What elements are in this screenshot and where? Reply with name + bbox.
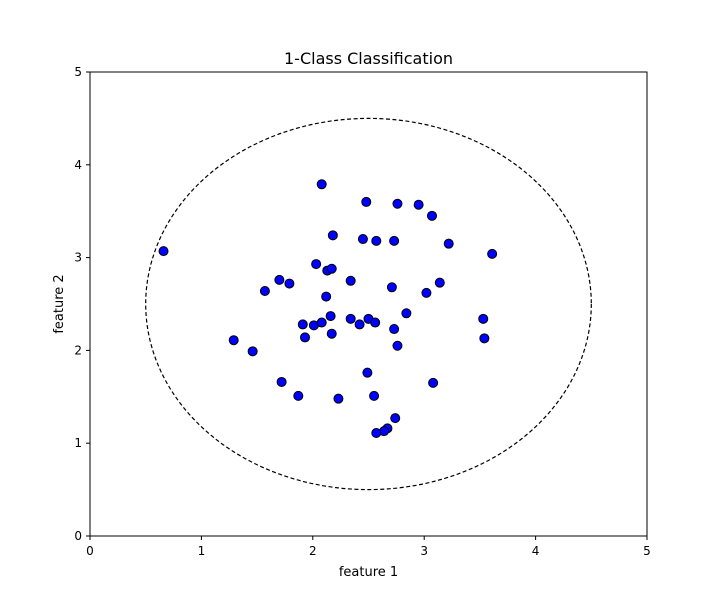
y-tick-label: 3 (74, 251, 82, 265)
data-point (487, 248, 498, 259)
data-point (389, 324, 400, 335)
data-point (316, 317, 327, 328)
data-point (413, 199, 424, 210)
data-point (345, 313, 356, 324)
data-point (300, 332, 311, 343)
data-point (327, 230, 338, 241)
data-point (357, 234, 368, 245)
data-point (428, 377, 439, 388)
x-tick-label: 1 (198, 544, 206, 558)
data-point (297, 319, 308, 330)
data-point (478, 313, 489, 324)
data-point (284, 278, 295, 289)
axes-frame (89, 71, 648, 537)
data-point (321, 291, 332, 302)
data-point (421, 287, 432, 298)
data-point (326, 263, 337, 274)
data-point (316, 179, 327, 190)
data-point (426, 210, 437, 221)
data-point (274, 274, 285, 285)
data-point (479, 333, 490, 344)
data-point (333, 393, 344, 404)
data-point (389, 235, 400, 246)
plot-area (145, 117, 592, 491)
decision-boundary (145, 117, 592, 491)
data-point (354, 319, 365, 330)
y-tick-label: 4 (74, 158, 82, 172)
x-tick-label: 4 (532, 544, 540, 558)
data-point (371, 235, 382, 246)
data-point (293, 390, 304, 401)
x-axis: 0 1 2 3 4 5 (86, 536, 651, 558)
x-tick-label: 5 (643, 544, 651, 558)
x-tick-label: 2 (309, 544, 317, 558)
data-point (326, 328, 337, 339)
y-tick-label: 5 (74, 65, 82, 79)
y-tick-label: 1 (74, 436, 82, 450)
data-point (401, 308, 412, 319)
data-point (443, 238, 454, 249)
data-point (158, 246, 169, 257)
x-tick-label: 3 (420, 544, 428, 558)
data-point (362, 367, 373, 378)
y-axis-label: feature 2 (52, 274, 67, 333)
data-point (371, 427, 382, 438)
y-tick-label: 2 (74, 343, 82, 357)
data-point (370, 317, 381, 328)
data-point (325, 311, 336, 322)
data-point (434, 277, 445, 288)
data-point (228, 335, 239, 346)
data-point (390, 413, 401, 424)
data-point (392, 340, 403, 351)
y-axis: 0 1 2 3 4 5 (74, 65, 90, 543)
x-axis-label: feature 1 (339, 565, 398, 580)
data-point (361, 196, 372, 207)
y-tick-label: 0 (74, 529, 82, 543)
data-point (311, 259, 322, 270)
data-point (392, 198, 403, 209)
data-point (276, 376, 287, 387)
chart-title: 1-Class Classification (284, 49, 453, 68)
data-point (345, 275, 356, 286)
data-point (369, 390, 380, 401)
x-tick-label: 0 (86, 544, 94, 558)
data-point (259, 286, 270, 297)
data-point (386, 282, 397, 293)
data-point (247, 346, 258, 357)
